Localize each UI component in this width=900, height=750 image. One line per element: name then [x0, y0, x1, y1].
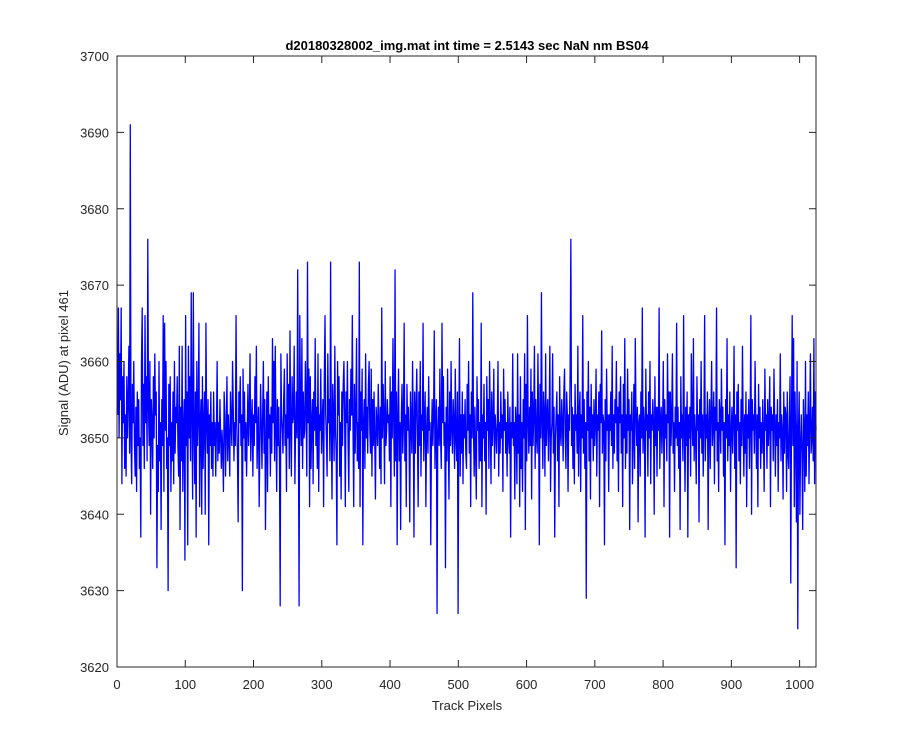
x-axis: 0 100 200 300 400 500 600 700 800 900 1000 [113, 56, 814, 692]
chart-title: d20180328002_img.mat int time = 2.5143 s… [285, 38, 649, 53]
x-tick-label: 400 [379, 677, 401, 692]
y-tick-label: 3650 [80, 431, 109, 446]
y-tick-label: 3630 [80, 584, 109, 599]
y-tick-label: 3690 [80, 125, 109, 140]
x-axis-label: Track Pixels [432, 698, 503, 713]
x-tick-label: 800 [652, 677, 674, 692]
y-tick-label: 3680 [80, 202, 109, 217]
y-tick-label: 3700 [80, 49, 109, 64]
y-tick-label: 3620 [80, 660, 109, 675]
x-tick-label: 200 [243, 677, 265, 692]
x-tick-label: 600 [516, 677, 538, 692]
x-tick-label: 700 [584, 677, 606, 692]
x-tick-label: 1000 [785, 677, 814, 692]
y-tick-label: 3640 [80, 507, 109, 522]
series-line-1 [117, 124, 817, 630]
plot-background [117, 56, 816, 667]
y-tick-label: 3660 [80, 355, 109, 370]
y-axis-label: Signal (ADU) at pixel 461 [56, 290, 71, 436]
plot-area [116, 55, 817, 668]
x-tick-label: 900 [721, 677, 743, 692]
x-tick-label: 300 [311, 677, 333, 692]
x-tick-label: 500 [447, 677, 469, 692]
x-tick-label: 0 [113, 677, 120, 692]
x-tick-label: 100 [174, 677, 196, 692]
y-tick-label: 3670 [80, 278, 109, 293]
y-axis: 3620 3630 3640 3650 3660 3670 3680 3690 3700 [80, 49, 816, 675]
